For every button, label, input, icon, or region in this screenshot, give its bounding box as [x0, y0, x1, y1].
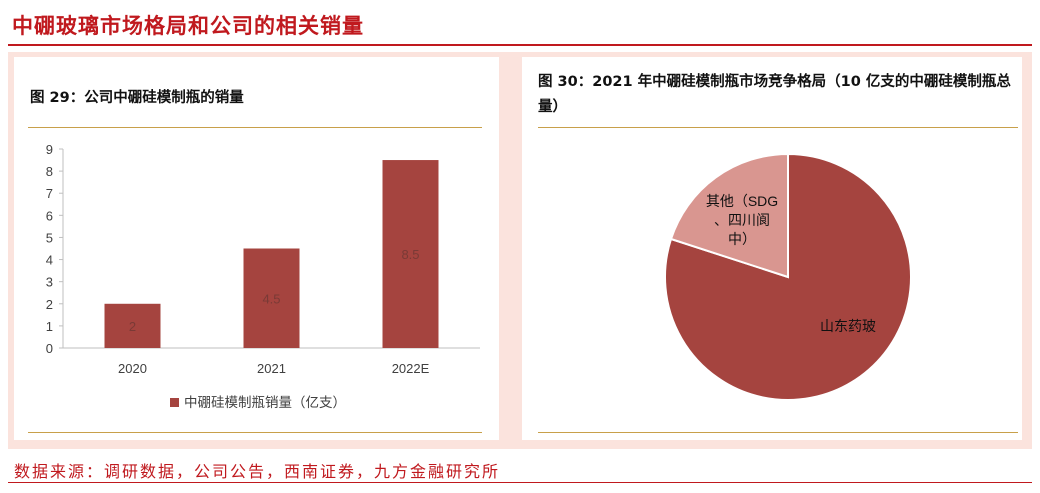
- bar-data-label: 8.5: [401, 247, 419, 262]
- y-tick-label: 2: [46, 297, 53, 312]
- bar: [243, 248, 300, 348]
- footer-divider: [8, 482, 1032, 483]
- legend-swatch: [170, 398, 179, 407]
- x-category-label: 2022E: [392, 361, 430, 376]
- bar-data-label: 2: [129, 319, 136, 334]
- pie-slice-label: 山东药玻: [820, 318, 876, 334]
- y-tick-label: 5: [46, 230, 53, 245]
- bar-data-label: 4.5: [262, 291, 280, 306]
- y-tick-label: 0: [46, 341, 53, 356]
- header-divider: [8, 44, 1032, 46]
- y-tick-label: 3: [46, 275, 53, 290]
- figure-30-bottom-rule: [538, 432, 1018, 433]
- figure-29-bottom-rule: [28, 432, 482, 433]
- figure-30-caption-rule: [538, 127, 1018, 128]
- y-tick-label: 4: [46, 253, 53, 268]
- bar: [382, 160, 439, 348]
- figure-29-caption-rule: [28, 127, 482, 128]
- y-tick-label: 7: [46, 186, 53, 201]
- y-tick-label: 8: [46, 164, 53, 179]
- report-section-title: 中硼玻璃市场格局和公司的相关销量: [12, 13, 364, 38]
- figure-30-caption: 图 30：2021 年中硼硅模制瓶市场竞争格局（10 亿支的中硼硅模制瓶总量）: [538, 74, 1011, 115]
- bar: [104, 303, 161, 348]
- y-tick-label: 9: [46, 142, 53, 157]
- y-tick-label: 1: [46, 319, 53, 334]
- x-category-label: 2020: [118, 361, 147, 376]
- legend-label: 中硼硅模制瓶销量（亿支）: [184, 395, 346, 410]
- pie-slice-label: 其他（SDG 、四川阆中）: [706, 193, 778, 247]
- y-tick-label: 6: [46, 208, 53, 223]
- figure-29-caption: 图 29：公司中硼硅模制瓶的销量: [30, 90, 244, 106]
- data-source-note: 数据来源：调研数据，公司公告，西南证券，九方金融研究所: [14, 462, 501, 481]
- pie-slice: [669, 152, 789, 279]
- x-category-label: 2021: [257, 361, 286, 376]
